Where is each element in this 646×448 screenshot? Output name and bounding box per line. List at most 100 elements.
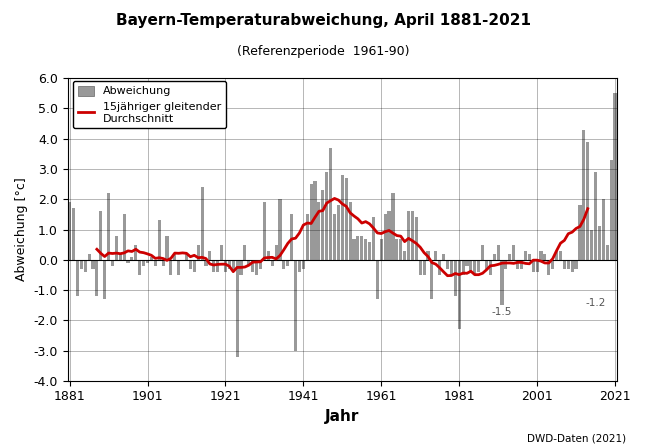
Bar: [453, 260, 457, 296]
Bar: [317, 202, 320, 260]
Bar: [111, 260, 114, 266]
Bar: [574, 260, 578, 269]
Bar: [282, 260, 286, 269]
Bar: [236, 260, 238, 357]
Bar: [267, 251, 270, 260]
Bar: [255, 260, 258, 275]
Bar: [442, 254, 445, 260]
Bar: [450, 260, 453, 275]
Bar: [395, 239, 399, 260]
Bar: [313, 181, 317, 260]
Bar: [539, 251, 543, 260]
Bar: [150, 257, 153, 260]
Bar: [83, 260, 87, 272]
Bar: [294, 260, 297, 350]
Bar: [391, 193, 395, 260]
Bar: [438, 260, 441, 275]
Bar: [376, 260, 379, 299]
Bar: [138, 260, 141, 275]
Bar: [200, 187, 203, 260]
Bar: [430, 260, 433, 299]
Bar: [216, 260, 219, 272]
Bar: [372, 217, 375, 260]
Bar: [154, 260, 157, 266]
Bar: [559, 251, 562, 260]
Bar: [224, 260, 227, 272]
Bar: [329, 148, 332, 260]
Bar: [501, 260, 504, 305]
Text: -1.5: -1.5: [492, 306, 512, 317]
Bar: [240, 260, 243, 275]
Bar: [271, 260, 274, 266]
Bar: [92, 260, 94, 269]
Bar: [415, 217, 418, 260]
Text: -1.2: -1.2: [585, 297, 606, 308]
Bar: [474, 260, 476, 275]
Bar: [485, 260, 488, 269]
Bar: [340, 175, 344, 260]
Bar: [551, 260, 554, 269]
Bar: [72, 208, 75, 260]
X-axis label: Jahr: Jahr: [325, 409, 359, 424]
Bar: [536, 260, 539, 272]
Bar: [457, 260, 461, 329]
Bar: [189, 260, 192, 269]
Bar: [368, 241, 371, 260]
Bar: [403, 251, 406, 260]
Bar: [278, 199, 282, 260]
Bar: [76, 260, 79, 296]
Bar: [532, 260, 535, 272]
Bar: [193, 260, 196, 272]
Bar: [578, 205, 581, 260]
Bar: [582, 129, 585, 260]
Legend: Abweichung, 15jähriger gleitender
Durchschnitt: Abweichung, 15jähriger gleitender Durchs…: [73, 81, 226, 128]
Bar: [142, 260, 145, 266]
Bar: [259, 260, 262, 269]
Bar: [228, 260, 231, 269]
Bar: [251, 260, 255, 272]
Bar: [481, 245, 484, 260]
Bar: [130, 257, 134, 260]
Bar: [508, 254, 512, 260]
Bar: [337, 205, 340, 260]
Bar: [232, 260, 234, 272]
Bar: [524, 251, 527, 260]
Bar: [169, 260, 172, 275]
Bar: [208, 251, 211, 260]
Bar: [115, 236, 118, 260]
Bar: [244, 245, 247, 260]
Bar: [247, 260, 251, 266]
Bar: [212, 260, 215, 272]
Bar: [68, 202, 71, 260]
Bar: [461, 260, 464, 275]
Bar: [586, 142, 589, 260]
Bar: [555, 251, 558, 260]
Bar: [547, 260, 550, 275]
Bar: [543, 254, 547, 260]
Bar: [590, 229, 593, 260]
Bar: [220, 245, 223, 260]
Bar: [364, 239, 367, 260]
Bar: [388, 211, 391, 260]
Bar: [306, 215, 309, 260]
Bar: [520, 260, 523, 269]
Bar: [399, 239, 402, 260]
Bar: [380, 239, 383, 260]
Bar: [204, 260, 207, 266]
Bar: [158, 220, 161, 260]
Bar: [360, 236, 363, 260]
Bar: [185, 254, 188, 260]
Bar: [309, 184, 313, 260]
Bar: [99, 211, 102, 260]
Bar: [298, 260, 301, 272]
Y-axis label: Abweichung [°c]: Abweichung [°c]: [15, 177, 28, 281]
Bar: [505, 260, 508, 269]
Bar: [497, 245, 500, 260]
Bar: [123, 215, 126, 260]
Bar: [563, 260, 566, 269]
Bar: [302, 260, 305, 269]
Bar: [614, 93, 616, 260]
Text: DWD-Daten (2021): DWD-Daten (2021): [528, 434, 627, 444]
Bar: [177, 260, 180, 275]
Bar: [477, 260, 480, 272]
